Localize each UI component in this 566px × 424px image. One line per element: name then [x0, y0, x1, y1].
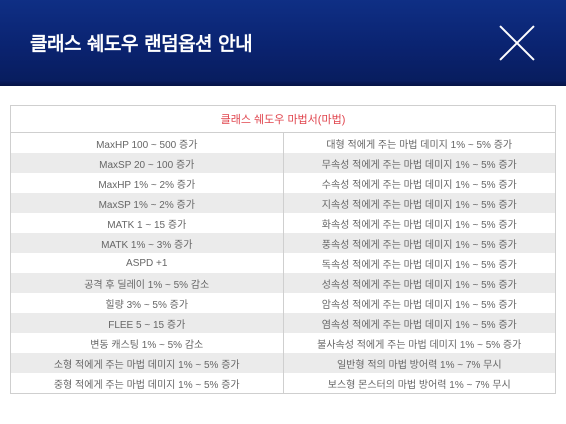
table-heading: 클래스 쉐도우 마법서(마법) — [10, 105, 556, 133]
option-left-cell: MATK 1% ~ 3% 증가 — [10, 233, 284, 253]
option-left-cell: MaxHP 100 ~ 500 증가 — [10, 132, 284, 153]
option-left-cell: MATK 1 ~ 15 증가 — [10, 213, 284, 233]
table-row: MaxSP 20 ~ 100 증가 무속성 적에게 주는 마법 데미지 1% ~ … — [10, 153, 556, 173]
table-row: ASPD +1 독속성 적에게 주는 마법 데미지 1% ~ 5% 증가 — [10, 253, 556, 273]
option-left-cell: ASPD +1 — [10, 253, 284, 273]
table-row: 공격 후 딜레이 1% ~ 5% 감소 성속성 적에게 주는 마법 데미지 1% … — [10, 273, 556, 293]
table-row: MaxSP 1% ~ 2% 증가 지속성 적에게 주는 마법 데미지 1% ~ 5… — [10, 193, 556, 213]
table-row: MATK 1 ~ 15 증가 화속성 적에게 주는 마법 데미지 1% ~ 5% … — [10, 213, 556, 233]
close-icon[interactable] — [496, 22, 538, 64]
option-left-cell: 중형 적에게 주는 마법 데미지 1% ~ 5% 증가 — [10, 373, 284, 394]
random-option-table: 클래스 쉐도우 마법서(마법) MaxHP 100 ~ 500 증가 대형 적에게… — [10, 105, 556, 394]
option-left-cell: MaxSP 1% ~ 2% 증가 — [10, 193, 284, 213]
option-right-cell: 지속성 적에게 주는 마법 데미지 1% ~ 5% 증가 — [282, 193, 556, 213]
option-right-cell: 암속성 적에게 주는 마법 데미지 1% ~ 5% 증가 — [282, 293, 556, 313]
table-row: MaxHP 100 ~ 500 증가 대형 적에게 주는 마법 데미지 1% ~ … — [10, 132, 556, 153]
option-right-cell: 대형 적에게 주는 마법 데미지 1% ~ 5% 증가 — [282, 132, 556, 153]
table-header-row: 클래스 쉐도우 마법서(마법) — [10, 105, 556, 133]
option-left-cell: MaxSP 20 ~ 100 증가 — [10, 153, 284, 173]
option-right-cell: 불사속성 적에게 주는 마법 데미지 1% ~ 5% 증가 — [282, 333, 556, 353]
option-right-cell: 풍속성 적에게 주는 마법 데미지 1% ~ 5% 증가 — [282, 233, 556, 253]
table-row: FLEE 5 ~ 15 증가 염속성 적에게 주는 마법 데미지 1% ~ 5% … — [10, 313, 556, 333]
option-left-cell: 힐량 3% ~ 5% 증가 — [10, 293, 284, 313]
option-left-cell: 변동 캐스팅 1% ~ 5% 감소 — [10, 333, 284, 353]
option-left-cell: 소형 적에게 주는 마법 데미지 1% ~ 5% 증가 — [10, 353, 284, 373]
table-row: MaxHP 1% ~ 2% 증가 수속성 적에게 주는 마법 데미지 1% ~ 5… — [10, 173, 556, 193]
header-bar: 클래스 쉐도우 랜덤옵션 안내 — [0, 0, 566, 86]
option-right-cell: 무속성 적에게 주는 마법 데미지 1% ~ 5% 증가 — [282, 153, 556, 173]
option-left-cell: MaxHP 1% ~ 2% 증가 — [10, 173, 284, 193]
option-right-cell: 염속성 적에게 주는 마법 데미지 1% ~ 5% 증가 — [282, 313, 556, 333]
option-right-cell: 성속성 적에게 주는 마법 데미지 1% ~ 5% 증가 — [282, 273, 556, 293]
table-row: MATK 1% ~ 3% 증가 풍속성 적에게 주는 마법 데미지 1% ~ 5%… — [10, 233, 556, 253]
option-right-cell: 보스형 몬스터의 마법 방어력 1% ~ 7% 무시 — [282, 373, 556, 394]
option-right-cell: 일반형 적의 마법 방어력 1% ~ 7% 무시 — [282, 353, 556, 373]
table-row: 소형 적에게 주는 마법 데미지 1% ~ 5% 증가 일반형 적의 마법 방어력… — [10, 353, 556, 373]
table-row: 힐량 3% ~ 5% 증가 암속성 적에게 주는 마법 데미지 1% ~ 5% 증… — [10, 293, 556, 313]
option-left-cell: 공격 후 딜레이 1% ~ 5% 감소 — [10, 273, 284, 293]
table-row: 중형 적에게 주는 마법 데미지 1% ~ 5% 증가 보스형 몬스터의 마법 방… — [10, 373, 556, 394]
option-right-cell: 수속성 적에게 주는 마법 데미지 1% ~ 5% 증가 — [282, 173, 556, 193]
option-right-cell: 독속성 적에게 주는 마법 데미지 1% ~ 5% 증가 — [282, 253, 556, 273]
option-right-cell: 화속성 적에게 주는 마법 데미지 1% ~ 5% 증가 — [282, 213, 556, 233]
page-title: 클래스 쉐도우 랜덤옵션 안내 — [30, 33, 253, 55]
option-left-cell: FLEE 5 ~ 15 증가 — [10, 313, 284, 333]
table-row: 변동 캐스팅 1% ~ 5% 감소 불사속성 적에게 주는 마법 데미지 1% ~… — [10, 333, 556, 353]
